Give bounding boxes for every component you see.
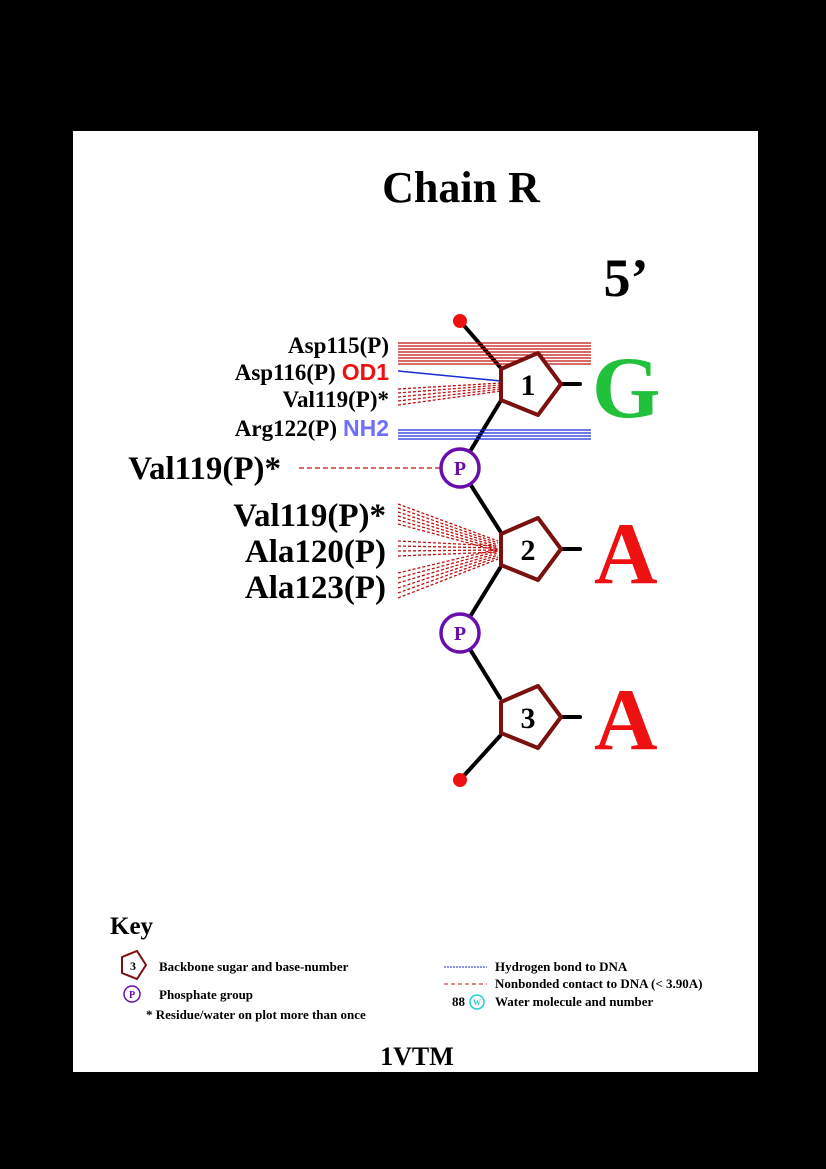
sugar-3: 3 (499, 684, 563, 750)
base-letter-3: A (594, 672, 658, 769)
sugar-1: 1 (499, 351, 563, 417)
key-sugar-label: Backbone sugar and base-number (159, 959, 349, 974)
dna-contact-diagram: Chain R 5’ (110, 163, 702, 1071)
phosphate-2: P (439, 612, 481, 654)
chain-title: Chain R (382, 163, 541, 212)
strand-end-dot (453, 314, 467, 328)
key-nonbonded-label: Nonbonded contact to DNA (< 3.90A) (495, 976, 702, 991)
residue-name: Asp116(P) (235, 360, 336, 385)
arg122-hbond-lines (398, 429, 591, 440)
phosphate-symbol: P (454, 458, 466, 480)
sugar2-contact-lines (397, 503, 499, 599)
residue-name: Arg122(P) (235, 416, 337, 441)
sugar-number: 3 (521, 702, 536, 735)
strand-end-dot (453, 773, 467, 787)
key-phosphate-label: Phosphate group (159, 987, 253, 1002)
residue-label-asp116: Asp116(P) OD1 (235, 359, 389, 385)
residue-label-val119-phosphate: Val119(P)* (128, 451, 281, 487)
atom-name-nh2: NH2 (343, 415, 389, 441)
svg-text:W: W (473, 998, 481, 1007)
key-heading: Key (110, 913, 154, 940)
pdb-id: 1VTM (380, 1042, 454, 1071)
residue-label-arg122: Arg122(P) NH2 (235, 415, 389, 441)
key-water-label: Water molecule and number (495, 994, 654, 1009)
sugar-number: 2 (521, 534, 536, 567)
residue-label-ala120: Ala120(P) (245, 534, 386, 570)
residue-label-asp115: Asp115(P) (288, 333, 389, 358)
key-water-icon: W (469, 994, 485, 1010)
key-hbond-label: Hydrogen bond to DNA (495, 959, 628, 974)
plot-page: Chain R 5’ (73, 131, 758, 1072)
phosphate-symbol: P (454, 623, 466, 645)
svg-text:3: 3 (130, 959, 136, 973)
residue-label-ala123: Ala123(P) (245, 570, 386, 606)
atom-name-od1: OD1 (342, 359, 390, 385)
key-repeat-note: * Residue/water on plot more than once (146, 1007, 366, 1022)
backbone-bond (458, 734, 502, 782)
asp115-contact-lines (398, 342, 591, 365)
five-prime-label: 5’ (604, 248, 649, 308)
svg-text:P: P (129, 990, 135, 1001)
phosphate-1: P (439, 447, 481, 489)
backbone-bond (458, 319, 502, 369)
sugar-2: 2 (499, 516, 563, 582)
key-water-number: 88 (452, 994, 466, 1009)
base-letter-1: G (592, 340, 660, 437)
key-sugar-icon: 3 (121, 949, 148, 981)
val119-contact-lines (397, 382, 502, 406)
sugar-number: 1 (521, 369, 536, 402)
base-letter-2: A (594, 506, 658, 603)
residue-label-val119-sugar2: Val119(P)* (233, 498, 386, 534)
key-phosphate-icon: P (123, 985, 141, 1003)
asp116-hbond-line (397, 370, 502, 382)
residue-label-val119: Val119(P)* (283, 387, 390, 412)
